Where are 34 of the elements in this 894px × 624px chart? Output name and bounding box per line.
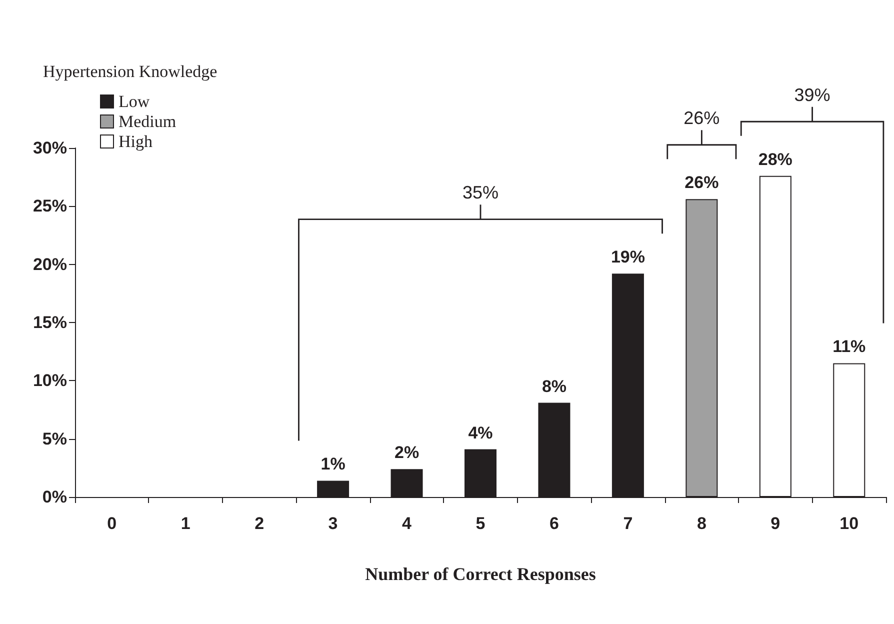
text: 26%: [684, 108, 720, 128]
legend-label: Medium: [118, 112, 176, 131]
x-axis-title: Number of Correct Responses: [365, 564, 596, 584]
legend-label: Low: [118, 92, 150, 111]
annotation: 35%: [462, 182, 499, 203]
data-label: 2%: [394, 443, 420, 462]
data-label: 1%: [320, 454, 346, 474]
y-tick-label: 30%: [32, 138, 67, 158]
legend-title: Hypertension Knowledge: [43, 62, 218, 81]
legend-label: High: [118, 132, 153, 151]
x-tick-label: 6: [549, 514, 559, 533]
x-tick-label: 1: [180, 514, 190, 533]
y-tick-label: 20%: [32, 254, 67, 274]
x-tick-label: 8: [696, 514, 706, 533]
data-label: 28%: [758, 150, 792, 169]
data-label: 26%: [684, 173, 719, 192]
y-tick-label: 0%: [42, 488, 67, 506]
x-tick-label: 3: [328, 514, 338, 533]
x-tick-label: 9: [770, 514, 780, 533]
text: 39%: [794, 84, 830, 105]
x-tick-label: 10: [840, 514, 859, 533]
y-tick-label: 15%: [32, 313, 67, 332]
x-tick-label: 4: [402, 514, 412, 533]
x-tick-label: 0: [107, 514, 117, 533]
x-tick-label: 5: [476, 514, 486, 533]
y-tick-label: 25%: [32, 196, 67, 216]
y-tick-label: 10%: [32, 371, 67, 390]
data-label: 11%: [832, 337, 866, 356]
x-tick-label: 7: [623, 514, 633, 533]
data-label: 8%: [542, 376, 567, 396]
x-tick-label: 2: [254, 514, 264, 533]
data-label: 4%: [468, 423, 493, 442]
data-label: 19%: [610, 248, 645, 267]
y-tick-label: 5%: [42, 429, 67, 448]
